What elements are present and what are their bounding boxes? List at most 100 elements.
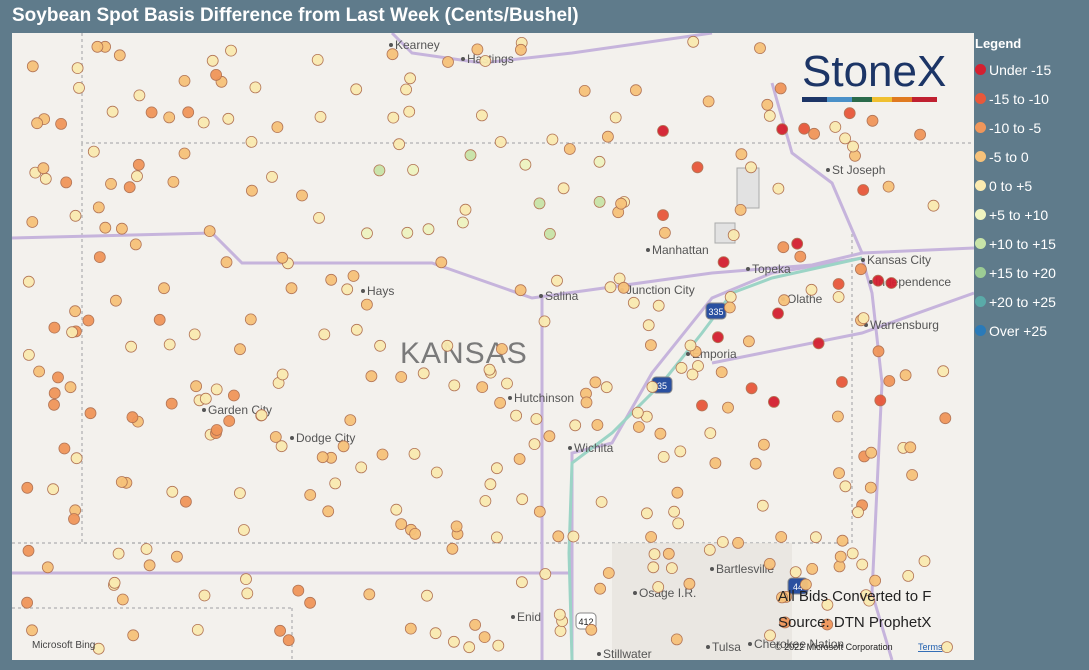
location-dot [41,561,54,574]
location-dot [182,106,195,119]
location-dot [395,518,408,531]
location-dot [233,487,246,500]
location-dot [633,421,645,433]
location-dot [567,530,580,543]
location-dot [170,550,183,563]
location-dot [593,155,606,168]
location-dot [269,431,282,443]
location-dot [836,534,849,547]
road-shield-label: 44 [793,582,803,592]
location-dot [918,555,931,567]
location-dot [197,116,210,129]
provider: Microsoft Bing [32,640,95,651]
location-dot [832,291,845,303]
location-dot [282,634,295,647]
location-dot [501,377,513,390]
location-dot [937,365,950,378]
location-dot [516,493,529,506]
location-dot [675,361,688,374]
location-dot [390,503,403,516]
location-dot [456,216,469,229]
location-dot [304,489,317,501]
location-dot [857,184,870,196]
legend-item: Over +25 [975,316,1056,345]
location-dot [241,587,254,600]
location-dot [580,396,593,409]
location-dot [927,199,940,212]
location-dot [528,438,541,451]
location-dot [779,616,791,629]
location-dot [659,226,671,239]
location-dot [703,544,716,556]
location-dot [92,642,105,655]
location-dot [722,401,734,414]
location-dot [448,379,461,392]
location-dot [48,398,60,411]
legend-swatch [975,122,986,133]
location-dot [585,623,598,636]
city-label: Emporia [692,347,737,361]
location-dot [761,98,774,111]
location-dot [715,366,728,379]
location-dot [266,170,278,183]
location-dot [355,461,368,474]
city-label: Olathe [787,292,823,306]
location-dot [617,281,630,294]
location-dot [422,223,435,236]
note: All Bids Converted to F [778,588,931,605]
location-dot [179,495,192,508]
location-dot [732,536,744,549]
location-dot [275,440,288,453]
location-dot [552,530,565,543]
location-dot [866,114,879,127]
city-marker [597,652,601,656]
location-dot [31,117,44,130]
location-dot [778,294,790,307]
location-dot [210,424,223,436]
city-marker [748,642,752,646]
location-dot [350,323,363,336]
location-dot [941,641,953,653]
location-dot [165,397,178,410]
location-dot [758,438,770,451]
road-shield-label: 35 [657,381,667,391]
legend-label: -5 to 0 [989,148,1029,165]
terms-link[interactable]: Terms [918,642,943,652]
location-dot [832,410,844,423]
location-dot [539,568,552,580]
location-dot [821,618,834,631]
location-dot [21,596,34,609]
city-label: Salina [545,289,579,303]
legend-swatch [975,151,986,162]
location-dot [647,561,660,574]
location-dot [37,162,50,175]
location-dot [834,550,847,563]
city-label: Stillwater [603,647,652,660]
location-dot [652,299,665,312]
legend-item: -15 to -10 [975,84,1056,113]
location-dot [902,570,915,582]
location-dot [469,619,482,631]
location-dot [22,348,35,361]
location-dot [274,624,287,637]
location-dot [116,593,129,606]
location-dot [417,367,430,380]
location-dot [126,411,139,424]
location-dot [285,282,298,295]
location-dot [615,197,627,210]
location-dot [630,84,642,97]
location-dot [645,531,657,543]
location-dot [557,182,570,195]
location-dot [652,581,665,593]
location-dot [702,95,715,108]
location-dot [350,83,363,96]
location-dot [745,382,758,395]
legend-swatch [975,296,986,307]
location-dot [519,158,532,171]
location-dot [113,49,126,62]
location-dot [407,163,420,176]
legend-item: +10 to +15 [975,229,1056,258]
location-dot [73,82,85,94]
location-dot [662,547,675,560]
copyright: © 2022 Microsoft Corporation [775,642,893,652]
